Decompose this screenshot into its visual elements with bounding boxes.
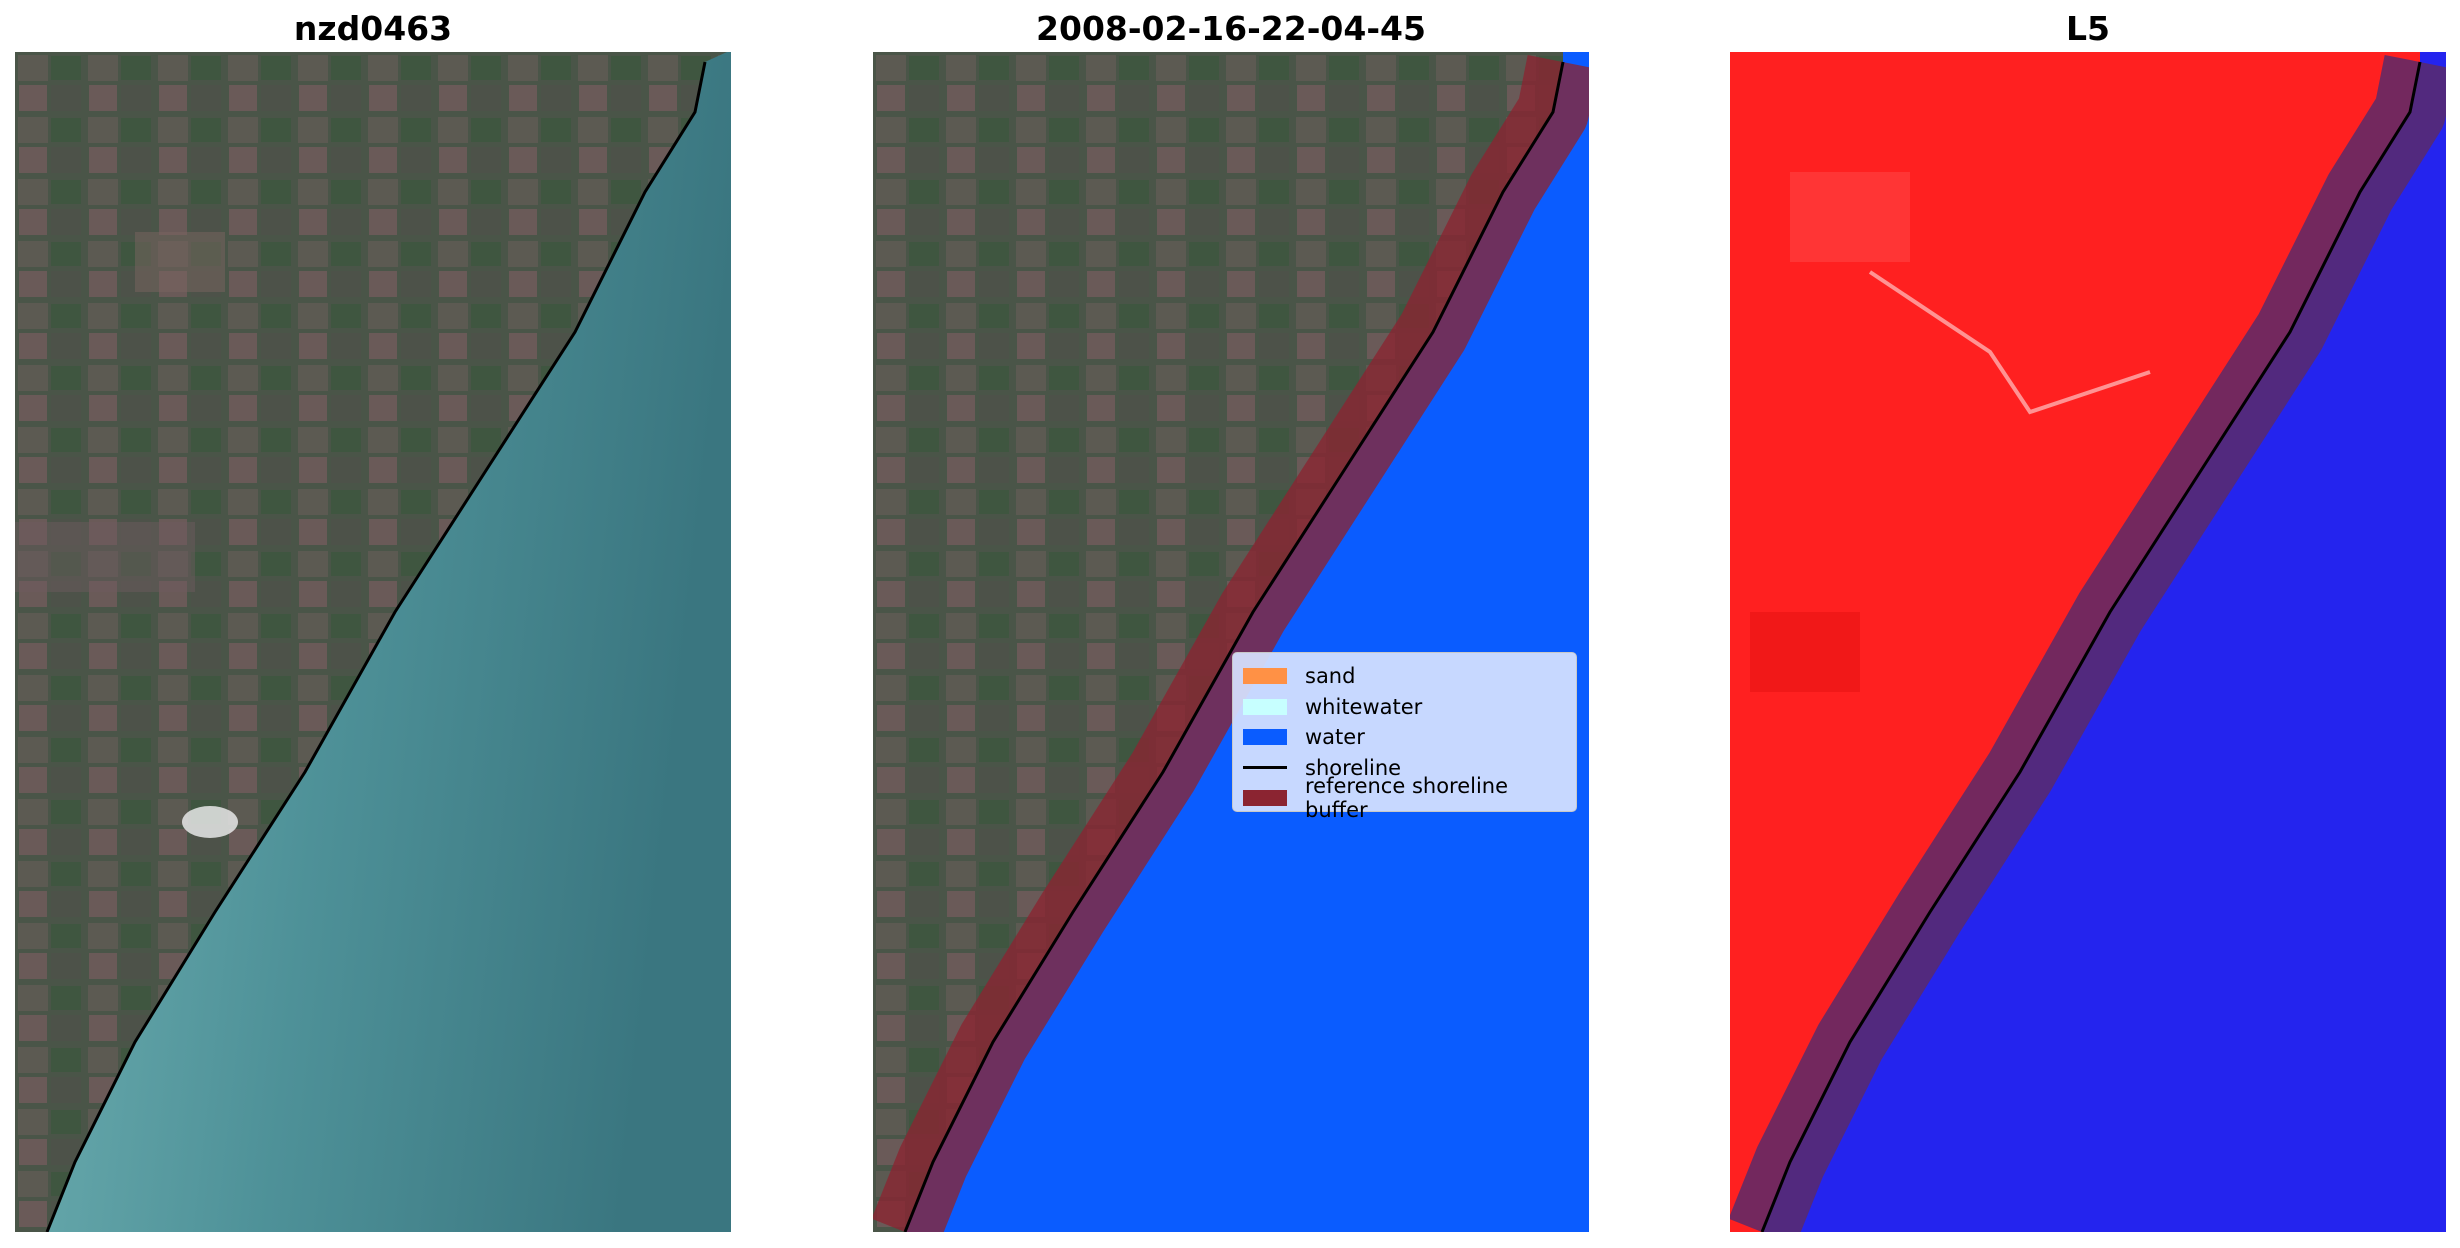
legend-item-sand: sand — [1243, 661, 1566, 692]
legend: sand whitewater water shoreline referenc… — [1232, 652, 1577, 822]
legend-item-water: water — [1243, 722, 1566, 753]
legend-item-whitewater: whitewater — [1243, 692, 1566, 723]
legend-label: reference shoreline buffer — [1305, 774, 1509, 823]
whitewater-swatch — [1243, 698, 1287, 715]
classified-image-panel — [873, 52, 1589, 1232]
classified-image — [873, 52, 1589, 1232]
sand-swatch — [1243, 668, 1287, 685]
panel-title-index: L5 — [2066, 9, 2110, 48]
panel-title-rgb: nzd0463 — [293, 9, 453, 48]
legend-item-shoreline: shoreline — [1243, 753, 1566, 784]
legend-label: shoreline — [1305, 755, 1402, 780]
legend-label: water — [1305, 725, 1365, 750]
legend-label: whitewater — [1305, 694, 1423, 719]
buffer-swatch — [1243, 790, 1287, 807]
water-swatch — [1243, 729, 1287, 746]
index-image-panel — [1730, 52, 2446, 1232]
rgb-image — [15, 52, 731, 1232]
rgb-image-panel — [15, 52, 731, 1232]
legend-label: sand — [1305, 664, 1356, 689]
index-image — [1730, 52, 2446, 1232]
legend-item-buffer: reference shoreline buffer — [1243, 774, 1566, 822]
shoreline-line-swatch — [1243, 766, 1287, 770]
panel-title-classified: 2008-02-16-22-04-45 — [1036, 9, 1426, 48]
